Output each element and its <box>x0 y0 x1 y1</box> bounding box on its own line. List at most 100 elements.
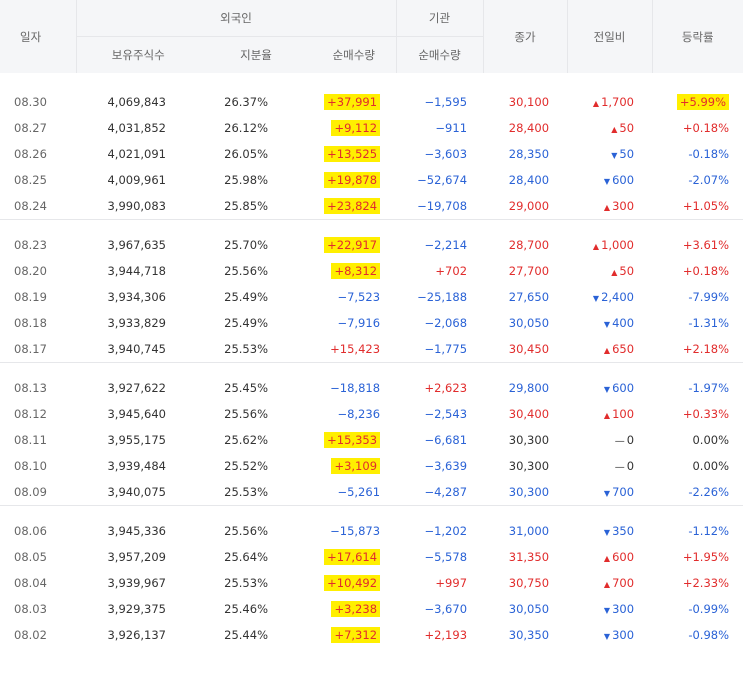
table-row: 08.02 3,926,137 25.44% +7,312 +2,193 30,350 ▼ 3… <box>0 622 743 648</box>
institution-net-cell-value: −911 <box>435 121 468 135</box>
rate-cell: -0.98% <box>652 622 743 648</box>
ratio-cell-value: 25.49% <box>224 316 268 330</box>
close-price-cell-value: 30,300 <box>508 433 550 447</box>
institution-net-cell-value: −3,603 <box>424 147 468 161</box>
triangle-up-icon: ▲ <box>603 580 611 589</box>
rate-cell-value: +1.05% <box>682 199 730 213</box>
table-row: 08.04 3,939,967 25.53% +10,492 +997 30,750 ▲ 70… <box>0 570 743 596</box>
holdings-cell: 3,929,375 <box>76 596 200 622</box>
dash-icon: — <box>614 462 625 473</box>
date-cell: 08.20 <box>0 258 76 284</box>
rate-cell: -0.18% <box>652 141 743 167</box>
change-cell: ▼ 2,400 <box>567 284 652 310</box>
triangle-down-icon: ▼ <box>603 632 611 641</box>
rate-cell-value: -7.99% <box>688 290 730 304</box>
rate-cell-value: +2.33% <box>682 576 730 590</box>
date-cell-value: 08.24 <box>14 199 47 213</box>
table-row: 08.27 4,031,852 26.12% +9,112 −911 28,400 ▲ 50 +… <box>0 115 743 141</box>
holdings-cell: 3,926,137 <box>76 622 200 648</box>
date-cell: 08.04 <box>0 570 76 596</box>
date-cell-value: 08.25 <box>14 173 47 187</box>
rate-cell-value: -0.18% <box>688 147 730 161</box>
triangle-up-icon: ▲ <box>603 554 611 563</box>
holdings-cell: 3,945,336 <box>76 518 200 544</box>
ratio-cell: 25.98% <box>200 167 312 193</box>
ratio-cell-value: 26.37% <box>224 95 268 109</box>
table-row: 08.03 3,929,375 25.46% +3,238 −3,670 30,050 ▼ 3… <box>0 596 743 622</box>
foreign-net-cell: +17,614 <box>312 544 396 570</box>
close-price-cell-value: 30,400 <box>508 407 550 421</box>
change-cell: —0 <box>567 427 652 453</box>
close-price-cell-value: 29,800 <box>508 381 550 395</box>
foreign-net-cell: +19,878 <box>312 167 396 193</box>
change-value: 600 <box>612 173 635 187</box>
rate-cell-value: -2.07% <box>688 173 730 187</box>
triangle-up-icon: ▲ <box>611 125 618 134</box>
close-price-cell-value: 30,450 <box>508 342 550 356</box>
rate-cell: -7.99% <box>652 284 743 310</box>
holdings-cell-value: 3,927,622 <box>107 381 166 395</box>
rate-cell: -2.26% <box>652 479 743 506</box>
institution-net-cell-value: −6,681 <box>424 433 468 447</box>
institution-net-cell: −1,202 <box>396 518 483 544</box>
ratio-cell: 25.56% <box>200 401 312 427</box>
separator-cell <box>0 362 743 375</box>
change-cell: ▼ 300 <box>567 596 652 622</box>
holdings-cell-value: 4,009,961 <box>107 173 166 187</box>
rate-cell: +0.18% <box>652 258 743 284</box>
foreign-net-cell-value: +37,991 <box>324 94 381 110</box>
ratio-cell: 26.37% <box>200 89 312 115</box>
date-cell-value: 08.27 <box>14 121 47 135</box>
change-value: 300 <box>612 602 635 616</box>
group-separator <box>0 362 743 375</box>
date-cell-value: 08.23 <box>14 238 47 252</box>
institution-net-cell-value: −5,578 <box>424 550 468 564</box>
holdings-cell-value: 3,990,083 <box>107 199 166 213</box>
ratio-cell-value: 26.12% <box>224 121 268 135</box>
ratio-cell: 25.53% <box>200 479 312 506</box>
institution-net-cell: −2,068 <box>396 310 483 336</box>
rate-cell-value: -0.99% <box>688 602 730 616</box>
date-cell: 08.11 <box>0 427 76 453</box>
rate-cell: +1.05% <box>652 193 743 220</box>
header-ratio: 지분율 <box>200 36 312 73</box>
close-price-cell: 30,300 <box>483 427 567 453</box>
institution-net-cell: −3,670 <box>396 596 483 622</box>
ratio-cell-value: 25.44% <box>224 628 268 642</box>
date-cell: 08.19 <box>0 284 76 310</box>
date-cell-value: 08.02 <box>14 628 47 642</box>
rate-cell-value: +0.18% <box>682 121 730 135</box>
foreign-net-cell: −15,873 <box>312 518 396 544</box>
ratio-cell: 25.62% <box>200 427 312 453</box>
institution-net-cell: +702 <box>396 258 483 284</box>
date-cell: 08.17 <box>0 336 76 363</box>
holdings-cell: 3,939,967 <box>76 570 200 596</box>
foreign-net-cell-value: −8,236 <box>337 407 381 421</box>
ratio-cell: 25.85% <box>200 193 312 220</box>
holdings-cell-value: 4,069,843 <box>107 95 166 109</box>
institution-net-cell-value: −2,068 <box>424 316 468 330</box>
foreign-net-cell-value: +10,492 <box>324 575 381 591</box>
holdings-cell: 3,933,829 <box>76 310 200 336</box>
ratio-cell-value: 25.85% <box>224 199 268 213</box>
change-cell: ▼ 50 <box>567 141 652 167</box>
rate-cell-value: +3.61% <box>682 238 730 252</box>
date-cell-value: 08.30 <box>14 95 47 109</box>
holdings-cell: 4,069,843 <box>76 89 200 115</box>
foreign-net-cell: +15,353 <box>312 427 396 453</box>
holdings-cell: 3,967,635 <box>76 232 200 258</box>
ratio-cell: 25.64% <box>200 544 312 570</box>
change-value: 1,000 <box>601 238 635 252</box>
foreign-net-cell: +8,312 <box>312 258 396 284</box>
close-price-cell: 30,450 <box>483 336 567 363</box>
group-separator <box>0 73 743 89</box>
triangle-up-icon: ▲ <box>603 411 611 420</box>
rate-cell-value: 0.00% <box>692 433 730 447</box>
holdings-cell-value: 3,929,375 <box>107 602 166 616</box>
institution-net-cell: +2,623 <box>396 375 483 401</box>
header-date: 일자 <box>0 0 76 73</box>
foreign-net-cell-value: +7,312 <box>331 627 381 643</box>
foreign-net-cell: −5,261 <box>312 479 396 506</box>
change-cell: ▼ 600 <box>567 375 652 401</box>
foreign-net-cell: +3,238 <box>312 596 396 622</box>
